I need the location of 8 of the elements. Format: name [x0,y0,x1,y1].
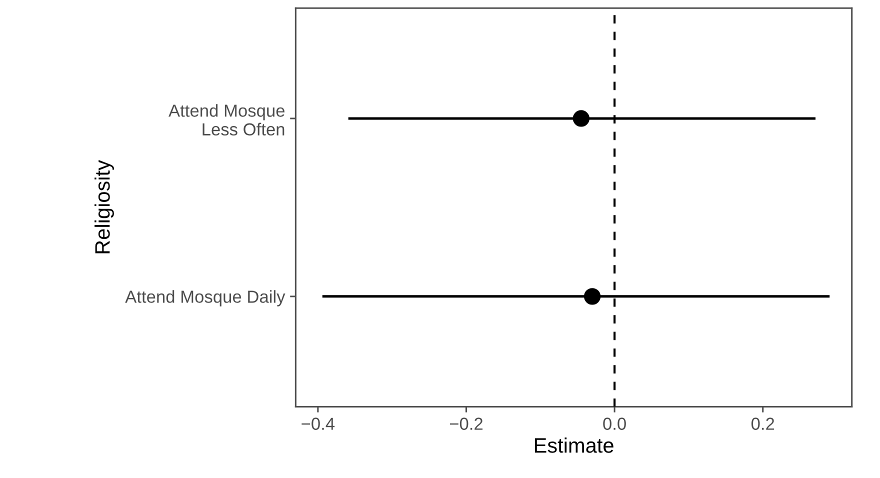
x-tick-label: −0.2 [450,418,482,430]
x-tick-label: 0.2 [751,418,774,430]
y-tick-label: Attend Mosque Daily [125,290,286,306]
x-tick-label: 0.0 [603,418,626,430]
y-axis-title: Religiosity [94,160,114,254]
x-axis-title: Estimate [534,438,614,453]
x-tick-label: −0.4 [302,418,335,430]
y-tick-label: Attend Mosque Less Often [168,104,284,136]
